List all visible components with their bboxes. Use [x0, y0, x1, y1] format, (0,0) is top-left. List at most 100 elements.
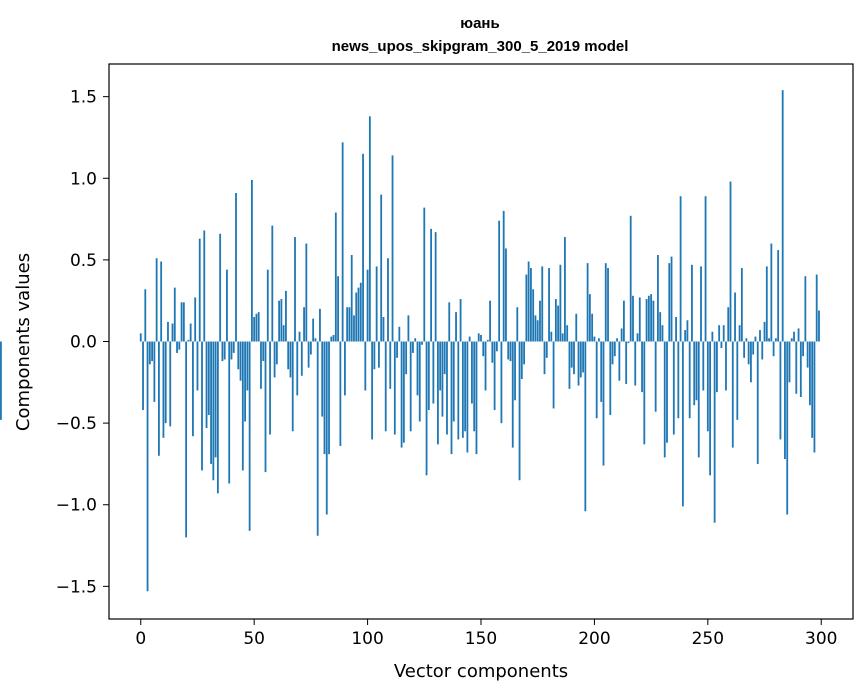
bar	[507, 341, 510, 360]
bar	[378, 341, 380, 368]
bar	[371, 341, 374, 440]
bar	[579, 341, 582, 378]
bar	[786, 341, 789, 515]
bar	[443, 341, 446, 375]
bar	[666, 341, 668, 443]
bar	[280, 299, 283, 342]
bar	[672, 341, 675, 435]
bar	[740, 268, 743, 342]
bar	[695, 341, 698, 401]
bar	[713, 341, 716, 523]
bar	[455, 312, 457, 342]
bar	[239, 341, 242, 381]
bar	[319, 308, 321, 342]
bar	[770, 243, 773, 342]
bar	[711, 331, 714, 342]
bar	[482, 341, 485, 357]
bar	[464, 341, 467, 432]
bar	[677, 341, 680, 419]
bar	[194, 297, 197, 342]
bar	[636, 333, 639, 342]
bar-series	[0, 90, 820, 592]
bar	[514, 341, 516, 401]
bar	[691, 264, 693, 342]
bar	[781, 90, 784, 342]
bar	[557, 305, 560, 342]
x-tick-label: 200	[578, 629, 610, 649]
bar	[432, 341, 435, 404]
bar	[158, 341, 160, 456]
bar	[400, 341, 403, 448]
bar	[618, 341, 621, 381]
bar	[681, 341, 684, 507]
bar	[716, 341, 718, 393]
y-tick-label: 0.5	[70, 251, 97, 271]
bar	[493, 341, 496, 411]
bar	[586, 263, 589, 342]
bar	[550, 331, 553, 342]
bar	[720, 341, 723, 349]
bar	[316, 341, 319, 536]
bar	[405, 341, 408, 375]
bar	[815, 274, 818, 342]
bar	[207, 341, 210, 415]
bar	[387, 258, 389, 342]
bar	[380, 194, 383, 342]
bar	[362, 153, 364, 342]
bar	[452, 341, 455, 422]
bar	[155, 258, 158, 342]
bar	[518, 341, 521, 481]
bar	[763, 321, 766, 342]
bar	[176, 341, 178, 353]
bar	[434, 232, 437, 342]
bar	[570, 341, 573, 368]
y-tick-label: 0.0	[70, 333, 97, 353]
bar	[205, 341, 208, 429]
bar	[232, 341, 235, 353]
bar	[298, 331, 301, 342]
bar	[212, 341, 215, 481]
bar	[659, 312, 662, 342]
bar	[657, 254, 659, 342]
bar	[643, 341, 646, 445]
bar	[228, 341, 231, 484]
bar	[278, 300, 281, 342]
bar	[484, 341, 487, 391]
bar	[414, 338, 417, 342]
bar	[652, 300, 655, 342]
bar	[491, 341, 494, 363]
bar	[441, 341, 444, 417]
bar	[539, 300, 541, 342]
bar	[139, 333, 142, 342]
bar	[461, 341, 464, 438]
bar	[393, 341, 396, 435]
bar	[604, 263, 607, 342]
y-tick-label: 1.0	[70, 169, 97, 189]
bar	[350, 254, 353, 342]
bar	[650, 294, 653, 342]
bar	[473, 341, 476, 432]
bar	[584, 341, 587, 512]
bar	[323, 341, 326, 455]
bar	[620, 328, 623, 342]
bar	[416, 341, 419, 396]
bar	[734, 292, 736, 342]
bar	[668, 263, 671, 342]
bar	[623, 300, 625, 342]
bar	[192, 341, 194, 437]
bar	[502, 210, 505, 342]
bar	[552, 341, 555, 409]
y-tick-label: −1.5	[56, 577, 97, 597]
bar	[169, 341, 172, 427]
bar	[761, 341, 764, 360]
bar	[219, 233, 222, 342]
bar	[797, 328, 800, 342]
bar	[353, 315, 355, 342]
bar	[437, 341, 439, 445]
bar	[341, 142, 344, 342]
bar	[235, 192, 237, 342]
bar	[321, 341, 324, 417]
bar	[541, 266, 544, 342]
bar	[346, 307, 349, 342]
